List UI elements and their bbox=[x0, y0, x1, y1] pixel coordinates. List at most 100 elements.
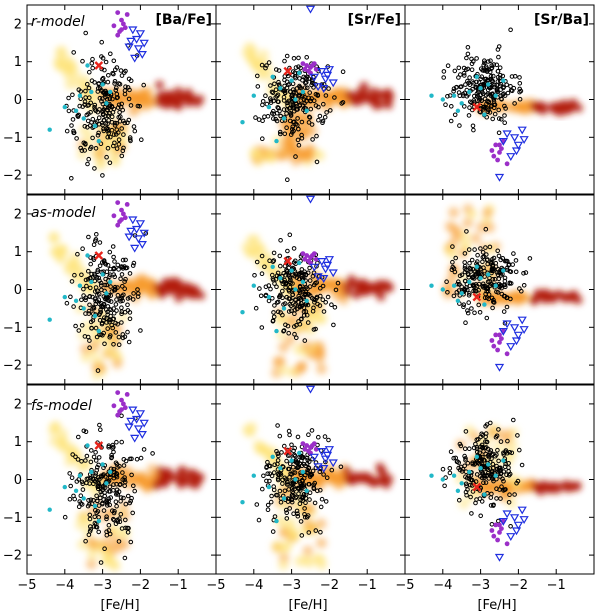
observed-star-marker bbox=[481, 254, 487, 259]
observed-star-marker bbox=[85, 118, 91, 124]
observed-star-marker bbox=[296, 491, 301, 497]
upper-limit-marker bbox=[517, 506, 527, 515]
observed-star-marker bbox=[285, 73, 291, 79]
density-blob bbox=[154, 284, 164, 294]
upper-limit-marker bbox=[128, 26, 138, 35]
observed-star-marker bbox=[321, 309, 327, 314]
observed-star-marker bbox=[119, 126, 124, 131]
observed-star-marker bbox=[126, 117, 132, 123]
density-blob bbox=[187, 95, 197, 105]
observed-star-marker bbox=[89, 325, 94, 331]
observed-star-marker bbox=[81, 428, 87, 434]
observed-star-marker bbox=[285, 479, 290, 484]
upper-limit-marker bbox=[513, 141, 524, 150]
purple-star-marker bbox=[122, 25, 128, 31]
observed-star-marker bbox=[311, 482, 317, 488]
observed-star-marker bbox=[294, 275, 300, 280]
observed-star-marker bbox=[275, 99, 281, 104]
observed-stars bbox=[254, 423, 344, 538]
observed-star-marker bbox=[112, 274, 117, 280]
observed-star-marker bbox=[103, 59, 109, 65]
observed-star-marker bbox=[79, 148, 85, 153]
observed-star-marker bbox=[468, 99, 473, 105]
observed-star-marker bbox=[98, 141, 104, 146]
observed-star-marker bbox=[490, 257, 495, 262]
observed-star-marker bbox=[304, 55, 310, 60]
observed-star-marker bbox=[90, 56, 95, 62]
observed-star-marker bbox=[278, 472, 284, 477]
observed-star-marker bbox=[299, 272, 305, 278]
observed-star-marker bbox=[272, 514, 278, 519]
cyan-star-marker bbox=[304, 108, 309, 114]
observed-star-marker bbox=[463, 429, 469, 434]
observed-star-marker bbox=[502, 93, 508, 98]
observed-star-marker bbox=[108, 134, 113, 140]
observed-star-marker bbox=[483, 451, 489, 457]
cyan-star-marker bbox=[92, 313, 98, 319]
observed-star-marker bbox=[517, 447, 522, 453]
row-label-fs-model: fs-model bbox=[31, 398, 92, 414]
upper-limit-marker bbox=[313, 83, 323, 92]
upper-limit-marker bbox=[494, 553, 505, 562]
reference-star-marker bbox=[472, 292, 482, 302]
observed-star-marker bbox=[467, 260, 472, 266]
observed-star-marker bbox=[460, 92, 466, 97]
observed-star-marker bbox=[287, 275, 293, 281]
observed-star-marker bbox=[503, 487, 508, 492]
observed-star-marker bbox=[311, 305, 316, 311]
observed-star-marker bbox=[122, 555, 128, 561]
observed-star-marker bbox=[324, 110, 329, 115]
y-tick-label: 0 bbox=[14, 473, 22, 488]
density-blob bbox=[95, 157, 107, 169]
observed-star-marker bbox=[290, 281, 295, 286]
observed-star-marker bbox=[75, 457, 81, 462]
observed-star-marker bbox=[116, 137, 122, 142]
upper-limit-marker bbox=[131, 225, 142, 234]
observed-star-marker bbox=[481, 107, 486, 112]
observed-star-marker bbox=[284, 111, 289, 116]
purple-star-marker bbox=[122, 405, 128, 411]
density-blob bbox=[89, 339, 101, 351]
observed-star-marker bbox=[122, 120, 128, 126]
observed-star-marker bbox=[266, 60, 272, 65]
observed-star-marker bbox=[130, 510, 135, 516]
observed-star-marker bbox=[503, 258, 509, 264]
observed-star-marker bbox=[307, 490, 313, 496]
upper-limit-marker bbox=[131, 415, 142, 424]
cyan-star-marker bbox=[73, 488, 79, 493]
observed-star-marker bbox=[134, 456, 140, 462]
observed-star-marker bbox=[104, 498, 109, 503]
observed-star-marker bbox=[138, 455, 144, 461]
density-blob bbox=[187, 286, 197, 296]
observed-star-marker bbox=[74, 136, 79, 141]
observed-star-marker bbox=[284, 85, 290, 91]
observed-star-marker bbox=[505, 438, 510, 444]
cyan-star-marker bbox=[251, 93, 256, 98]
purple-star-marker bbox=[489, 528, 495, 533]
x-tick-label: −5 bbox=[17, 578, 36, 593]
observed-star-marker bbox=[340, 69, 346, 74]
purple-star-marker bbox=[302, 66, 308, 72]
purple-star-marker bbox=[313, 256, 319, 262]
observed-star-marker bbox=[480, 250, 486, 255]
observed-star-marker bbox=[70, 92, 75, 98]
observed-star-marker bbox=[275, 299, 281, 305]
observed-star-marker bbox=[119, 413, 124, 419]
observed-star-marker bbox=[71, 130, 76, 136]
observed-star-marker bbox=[484, 295, 490, 300]
observed-star-marker bbox=[113, 330, 119, 335]
upper-limit-marker bbox=[324, 446, 335, 455]
observed-star-marker bbox=[462, 73, 467, 78]
observed-star-marker bbox=[479, 98, 484, 103]
upper-limit-stars bbox=[124, 406, 149, 443]
observed-star-marker bbox=[293, 75, 298, 81]
observed-star-marker bbox=[498, 81, 504, 87]
observed-star-marker bbox=[88, 146, 93, 151]
observed-star-marker bbox=[298, 301, 304, 306]
density-blob bbox=[359, 81, 369, 91]
purple-star-marker bbox=[489, 338, 495, 343]
cyan-star-marker bbox=[455, 298, 461, 303]
observed-star-marker bbox=[86, 498, 91, 503]
observed-star-marker bbox=[496, 130, 502, 136]
observed-star-marker bbox=[451, 293, 457, 299]
